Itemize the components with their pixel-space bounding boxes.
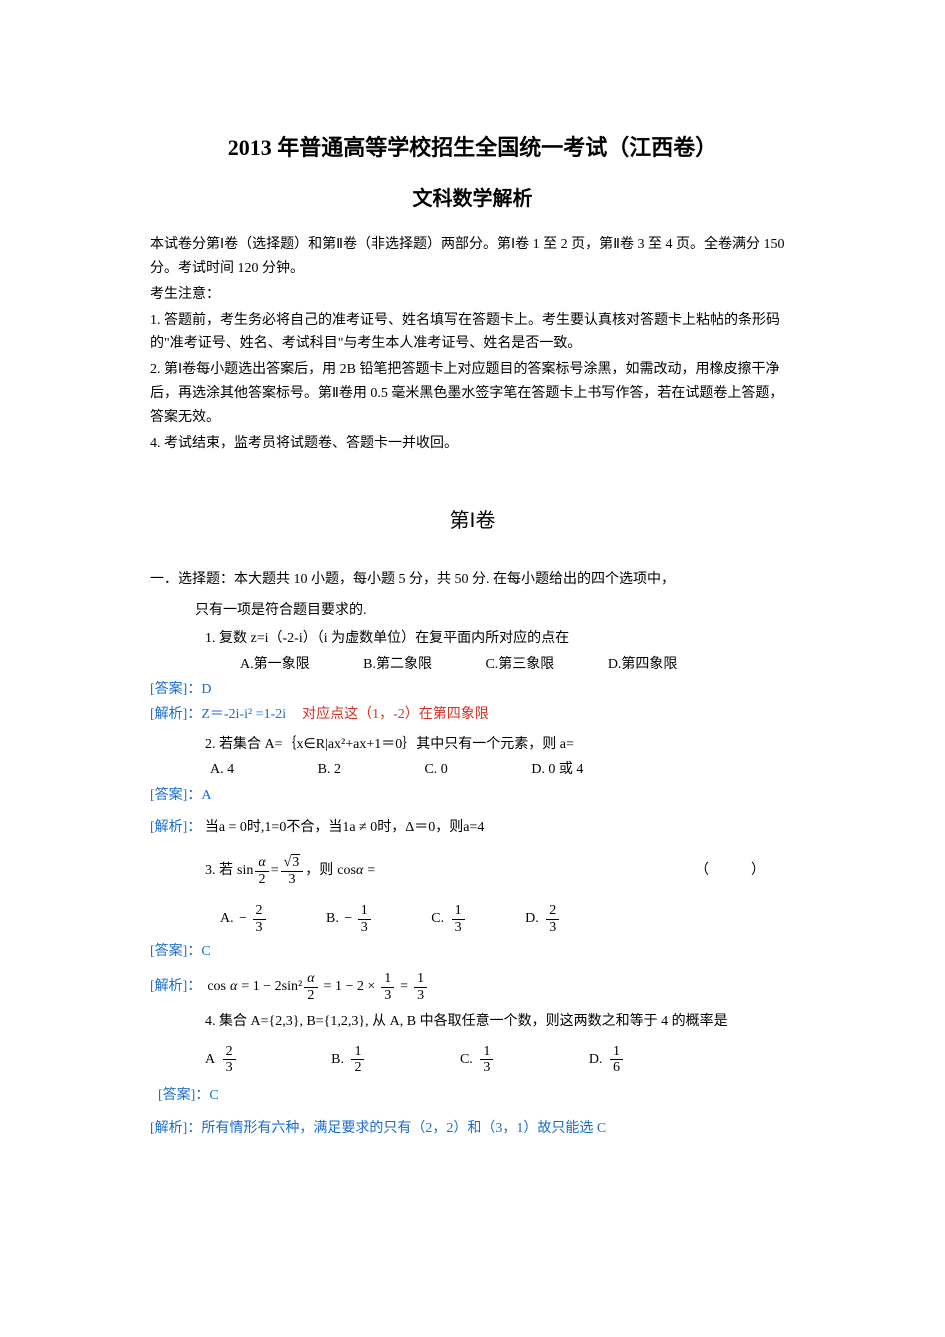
q1-options: A.第一象限 B.第二象限 C.第三象限 D.第四象限 bbox=[150, 654, 795, 676]
q1-analysis-label: [解析]： bbox=[150, 707, 201, 722]
q4-optC: C. 13 bbox=[460, 1044, 495, 1076]
q3-analysis: [解析]： cos α = 1 − 2sin² α2 = 1 − 2 × 13 … bbox=[150, 971, 795, 1003]
q1-analysis-eq: Z＝-2i-i² =1-2i bbox=[201, 707, 286, 722]
intro-p1: 本试卷分第Ⅰ卷（选择题）和第Ⅱ卷（非选择题）两部分。第Ⅰ卷 1 至 2 页，第Ⅱ… bbox=[150, 233, 795, 281]
q2-analysis-text: 当a = 0时,1=0不合，当1a ≠ 0时，Δ＝0，则a=4 bbox=[201, 820, 484, 835]
q1-answer: [答案]：D bbox=[150, 679, 795, 701]
q2-text: 2. 若集合 A=｛x∈R|ax²+ax+1＝0｝其中只有一个元素，则 a= bbox=[150, 734, 795, 756]
q3-sqrt3-over-3: 33 bbox=[281, 855, 304, 887]
q2-analysis: [解析]： 当a = 0时,1=0不合，当1a ≠ 0时，Δ＝0，则a=4 bbox=[150, 817, 795, 839]
q4-optB: B. 12 bbox=[331, 1044, 366, 1076]
q1-text: 1. 复数 z=i（-2-i）（i 为虚数单位）在复平面内所对应的点在 bbox=[150, 628, 795, 650]
question-4: 4. 集合 A={2,3}, B={1,2,3}, 从 A, B 中各取任意一个… bbox=[150, 1011, 795, 1140]
question-2: 2. 若集合 A=｛x∈R|ax²+ax+1＝0｝其中只有一个元素，则 a= A… bbox=[150, 734, 795, 840]
q4-optA: A 23 bbox=[205, 1044, 238, 1076]
q3-text: 3. 若 sin α2 = 33 ，则 cos α = （ ） bbox=[150, 855, 795, 887]
q2-answer: [答案]：A bbox=[150, 785, 795, 807]
q4-answer: [答案]：C bbox=[150, 1085, 795, 1107]
q3-optC: C. 13 bbox=[431, 903, 466, 935]
q3-eq1: = bbox=[271, 860, 279, 882]
intro-p3: 1. 答题前，考生务必将自己的准考证号、姓名填写在答题卡上。考生要认真核对答题卡… bbox=[150, 309, 795, 357]
q2-optD: D. 0 或 4 bbox=[531, 759, 583, 781]
q2-optA: A. 4 bbox=[210, 759, 234, 781]
title-main: 2013 年普通高等学校招生全国统一考试（江西卷） bbox=[150, 130, 795, 165]
q3-eq2: = bbox=[367, 860, 375, 882]
q3-alpha-over-2: α2 bbox=[255, 855, 268, 887]
q1-optA: A.第一象限 bbox=[240, 654, 310, 676]
q2-analysis-label: [解析]： bbox=[150, 820, 201, 835]
q1-optC: C.第三象限 bbox=[485, 654, 554, 676]
q1-analysis-tail: 对应点这（1，-2）在第四象限 bbox=[302, 707, 489, 722]
q3-analysis-label: [解析]： bbox=[150, 976, 201, 998]
section1-header: 一．选择题：本大题共 10 小题，每小题 5 分，共 50 分. 在每小题给出的… bbox=[150, 567, 795, 594]
q1-optB: B.第二象限 bbox=[363, 654, 432, 676]
q3-optD: D. 23 bbox=[525, 903, 561, 935]
q3-options: A. − 23 B. − 13 C. 13 D. 23 bbox=[150, 903, 795, 935]
q4-options: A 23 B. 12 C. 13 D. 16 bbox=[150, 1044, 795, 1076]
q3-analysis-math: cos α = 1 − 2sin² α2 = 1 − 2 × 13 = 13 bbox=[201, 971, 429, 1003]
intro-p4: 2. 第Ⅰ卷每小题选出答案后，用 2B 铅笔把答题卡上对应题目的答案标号涂黑，如… bbox=[150, 358, 795, 429]
section1-cont: 只有一项是符合题目要求的. bbox=[150, 600, 795, 622]
q3-alpha2: α bbox=[356, 860, 363, 882]
intro-p5: 4. 考试结束，监考员将试题卷、答题卡一并收回。 bbox=[150, 432, 795, 456]
title-sub: 文科数学解析 bbox=[150, 183, 795, 215]
q4-text: 4. 集合 A={2,3}, B={1,2,3}, 从 A, B 中各取任意一个… bbox=[150, 1011, 795, 1033]
intro-block: 本试卷分第Ⅰ卷（选择题）和第Ⅱ卷（非选择题）两部分。第Ⅰ卷 1 至 2 页，第Ⅱ… bbox=[150, 233, 795, 455]
q4-analysis: [解析]：所有情形有六种，满足要求的只有（2，2）和（3，1）故只能选 C bbox=[150, 1118, 795, 1140]
q3-paren: （ ） bbox=[695, 860, 765, 882]
q3-answer: [答案]：C bbox=[150, 941, 795, 963]
q3-cos: cos bbox=[337, 860, 356, 882]
volume-title: 第Ⅰ卷 bbox=[150, 505, 795, 537]
q1-analysis: [解析]：Z＝-2i-i² =1-2i 对应点这（1，-2）在第四象限 bbox=[150, 704, 795, 726]
q4-optD: D. 16 bbox=[589, 1044, 625, 1076]
intro-p2: 考生注意： bbox=[150, 283, 795, 307]
q3-mid: ，则 bbox=[305, 860, 333, 882]
q3-prefix: 3. 若 bbox=[205, 860, 233, 882]
q1-optD: D.第四象限 bbox=[608, 654, 678, 676]
q2-options: A. 4 B. 2 C. 0 D. 0 或 4 bbox=[150, 759, 795, 781]
q3-optA: A. − 23 bbox=[220, 903, 268, 935]
question-1: 1. 复数 z=i（-2-i）（i 为虚数单位）在复平面内所对应的点在 A.第一… bbox=[150, 628, 795, 726]
question-3: 3. 若 sin α2 = 33 ，则 cos α = （ ） A. − 23 … bbox=[150, 855, 795, 1003]
q3-optB: B. − 13 bbox=[326, 903, 373, 935]
q2-optC: C. 0 bbox=[424, 759, 447, 781]
q3-sin: sin bbox=[237, 860, 253, 882]
q2-optB: B. 2 bbox=[318, 759, 341, 781]
